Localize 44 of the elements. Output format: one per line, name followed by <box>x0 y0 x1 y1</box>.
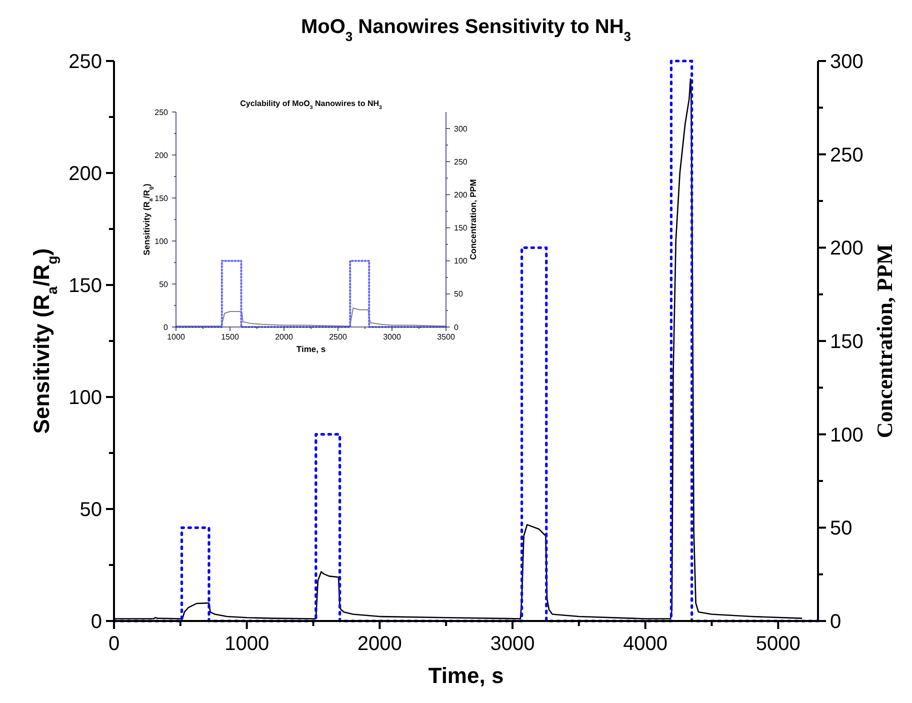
chart-title: MoO$_{3}$ Nanowires Sensitivity to NH$_{3}$ <box>300 16 632 44</box>
y-tick-label: 0 <box>164 322 169 332</box>
x-axis-title: Time, s <box>428 663 504 688</box>
y2-tick-label: 50 <box>454 290 464 299</box>
y2-tick-label: 250 <box>454 157 468 166</box>
y-tick-label: 200 <box>154 150 169 160</box>
y2-tick-label: 100 <box>830 424 864 446</box>
y-tick-label: 150 <box>154 194 169 203</box>
y-tick-label: 50 <box>80 499 102 521</box>
x-tick-label: 4000 <box>623 633 668 655</box>
y-tick-label: 150 <box>68 275 102 297</box>
y2-tick-label: 150 <box>830 331 864 353</box>
x-tick-label: 3000 <box>383 332 402 342</box>
x-tick-label: 3500 <box>437 332 456 342</box>
y-tick-label: 100 <box>68 387 102 409</box>
y2-axis-title: Concentration, PPM <box>468 179 478 260</box>
y-tick-label: 250 <box>154 108 169 117</box>
x-tick-label: 0 <box>108 633 120 655</box>
y-tick-label: 250 <box>68 51 102 73</box>
y-tick-label: 50 <box>159 280 169 289</box>
x-tick-label: 2500 <box>329 332 348 342</box>
y2-axis-title: Concentration, PPM <box>872 244 897 438</box>
y2-tick-label: 150 <box>454 224 468 233</box>
y2-tick-label: 300 <box>454 124 468 134</box>
y-tick-label: 0 <box>90 611 102 633</box>
chart-title: Cyclability of MoO$_{3}$ Nanowires to NH$_{3}$ <box>240 99 382 111</box>
y2-tick-label: 200 <box>454 190 468 200</box>
x-tick-label: 2000 <box>275 332 294 342</box>
x-tick-label: 1000 <box>224 633 270 655</box>
x-tick-label: 1500 <box>221 332 240 342</box>
y2-tick-label: 0 <box>830 611 842 633</box>
y2-tick-label: 250 <box>830 144 864 166</box>
y2-tick-label: 200 <box>830 238 864 260</box>
y2-tick-label: 100 <box>454 256 468 266</box>
y2-tick-label: 50 <box>830 518 852 540</box>
x-tick-label: 1000 <box>167 332 186 342</box>
x-tick-label: 5000 <box>756 633 800 655</box>
y-tick-label: 100 <box>154 236 169 246</box>
x-axis-title: Time, s <box>296 344 326 354</box>
y2-tick-label: 300 <box>830 51 864 73</box>
x-tick-label: 3000 <box>490 633 535 655</box>
y-tick-label: 200 <box>68 163 102 185</box>
x-tick-label: 2000 <box>357 633 402 655</box>
y2-tick-label: 0 <box>454 322 459 332</box>
